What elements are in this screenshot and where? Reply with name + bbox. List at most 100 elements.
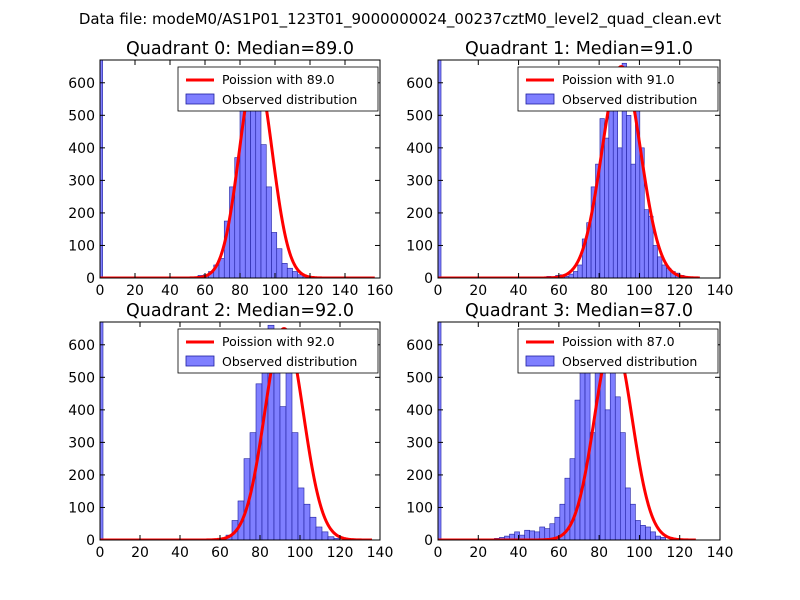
y-tick-label: 300 xyxy=(406,435,433,451)
axes-frame xyxy=(437,321,721,541)
histogram-bar xyxy=(630,163,636,278)
legend-bar-label: Observed distribution xyxy=(222,354,357,369)
x-tick-label: 120 xyxy=(297,283,324,299)
y-tick-label: 300 xyxy=(68,173,95,189)
x-tick-label: 60 xyxy=(211,545,229,561)
plot-area xyxy=(100,60,376,278)
histogram-bar xyxy=(652,245,658,278)
x-tick-label: 80 xyxy=(231,283,249,299)
plot-area xyxy=(100,322,373,540)
x-tick-label: 120 xyxy=(327,545,354,561)
x-tick-label: 100 xyxy=(626,545,653,561)
x-tick-label: 120 xyxy=(666,283,693,299)
panel-1: 0 20 40 60 80 100 120 140 0 100 200 300 400 500 600 Qua… xyxy=(406,39,733,299)
y-tick-label: 500 xyxy=(406,370,433,386)
histogram-bar xyxy=(297,487,305,540)
y-tick-label: 100 xyxy=(68,500,95,516)
histogram-bar xyxy=(303,503,311,540)
x-tick-label: 140 xyxy=(707,283,734,299)
x-tick-label: 100 xyxy=(626,283,653,299)
x-tick-label: 140 xyxy=(707,545,734,561)
y-tick-label: 600 xyxy=(406,76,433,92)
legend-bar-label: Observed distribution xyxy=(562,354,697,369)
panel-title: Quadrant 1: Median=91.0 xyxy=(465,39,693,59)
histogram-bar xyxy=(655,535,661,540)
x-tick-label: 20 xyxy=(131,545,149,561)
x-tick-label: 160 xyxy=(367,283,394,299)
histogram-bar-zero xyxy=(100,322,104,540)
histogram-bar-zero xyxy=(438,60,442,278)
axes-frame xyxy=(99,321,381,541)
histogram-bar xyxy=(281,263,288,278)
y-tick-label: 500 xyxy=(406,108,433,124)
histogram-bar xyxy=(661,264,667,278)
x-tick-label: 60 xyxy=(196,283,214,299)
x-tick-label: 0 xyxy=(96,545,105,561)
histogram-bar xyxy=(291,432,299,540)
x-tick-label: 120 xyxy=(666,545,693,561)
histogram-bar xyxy=(250,88,257,278)
legend-bar-swatch xyxy=(185,93,215,105)
y-tick-label: 400 xyxy=(406,403,433,419)
y-tick-label: 200 xyxy=(68,206,95,222)
x-tick-label: 40 xyxy=(510,545,528,561)
x-tick-label: 40 xyxy=(161,283,179,299)
histogram-bar xyxy=(569,458,576,540)
y-tick-label: 300 xyxy=(406,173,433,189)
histogram-bar xyxy=(260,144,267,278)
x-tick-label: 0 xyxy=(434,545,443,561)
histogram-bar xyxy=(660,537,666,540)
y-tick-label: 500 xyxy=(68,370,95,386)
panel-title: Quadrant 2: Median=92.0 xyxy=(126,301,354,321)
histogram-bar xyxy=(574,399,581,540)
y-tick-label: 200 xyxy=(406,206,433,222)
histogram-bar xyxy=(645,526,651,540)
x-tick-label: 80 xyxy=(251,545,269,561)
x-tick-label: 20 xyxy=(126,283,144,299)
histogram-bar xyxy=(625,487,631,540)
panel-3: 0 20 40 60 80 100 120 140 0 100 200 300 400 500 600 Qua… xyxy=(406,301,733,561)
histogram-bar xyxy=(643,209,649,278)
legend-bar-label: Observed distribution xyxy=(562,92,697,107)
histogram-bar-zero xyxy=(100,60,103,278)
legend: Poission with 92.0 Observed distribution xyxy=(177,328,379,374)
x-tick-label: 60 xyxy=(550,545,568,561)
x-tick-label: 0 xyxy=(434,283,443,299)
legend-bar-swatch xyxy=(185,355,215,367)
x-tick-label: 60 xyxy=(550,283,568,299)
histogram-bar xyxy=(573,271,579,278)
legend-bar-label: Observed distribution xyxy=(222,92,357,107)
legend: Poission with 87.0 Observed distribution xyxy=(517,328,719,374)
y-tick-label: 0 xyxy=(86,271,95,287)
legend-line-label: Poission with 89.0 xyxy=(222,72,335,87)
x-tick-label: 20 xyxy=(469,545,487,561)
y-tick-label: 400 xyxy=(68,141,95,157)
histogram-bar xyxy=(276,248,283,278)
legend-line-label: Poission with 87.0 xyxy=(562,334,675,349)
x-tick-label: 40 xyxy=(171,545,189,561)
y-tick-label: 600 xyxy=(68,76,95,92)
y-tick-label: 0 xyxy=(424,271,433,287)
histogram-bar xyxy=(273,363,281,540)
x-tick-label: 140 xyxy=(332,283,359,299)
y-tick-label: 600 xyxy=(406,338,433,354)
y-tick-label: 300 xyxy=(68,435,95,451)
histogram-bar xyxy=(657,256,663,278)
x-tick-label: 0 xyxy=(96,283,105,299)
histogram-bar xyxy=(279,406,287,540)
poisson-curve xyxy=(438,65,701,278)
axes-frame xyxy=(437,59,721,279)
histogram-bar xyxy=(271,232,278,278)
y-tick-label: 100 xyxy=(406,238,433,254)
histogram-bar xyxy=(650,531,656,540)
x-tick-label: 100 xyxy=(287,545,314,561)
legend: Poission with 89.0 Observed distribution xyxy=(177,66,379,112)
histogram-bar xyxy=(619,432,626,540)
histogram-bar xyxy=(315,526,323,540)
figure-title: Data file: modeM0/AS1P01_123T01_90000000… xyxy=(79,10,721,29)
histogram-bar xyxy=(617,147,623,278)
histogram-bar xyxy=(321,531,329,540)
poisson-curve xyxy=(438,336,697,540)
histogram-bar xyxy=(640,525,646,540)
y-tick-label: 200 xyxy=(406,468,433,484)
